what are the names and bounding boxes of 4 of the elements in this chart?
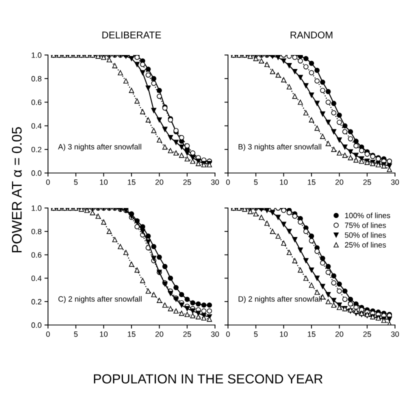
x-axis-title: POPULATION IN THE SECOND YEAR (94, 374, 323, 384)
chart-title: DELIBERATE (102, 32, 161, 38)
chart-title: RANDOM (290, 32, 332, 38)
y-axis-title: POWER AT α = 0.05 (12, 127, 22, 252)
